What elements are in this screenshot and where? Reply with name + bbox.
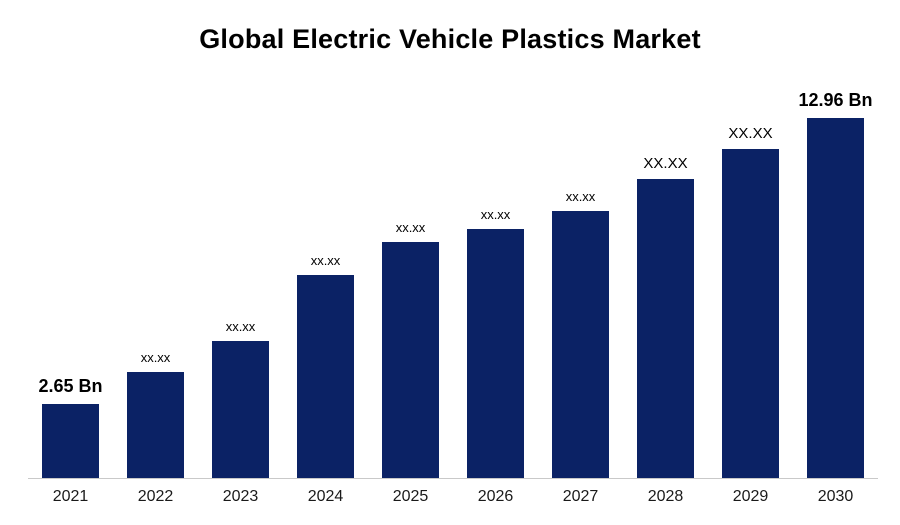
bar-value-label: 12.96 Bn: [798, 90, 873, 110]
bar-column: xx.xx: [113, 350, 198, 478]
x-axis-tick-label: 2030: [817, 488, 854, 505]
bar-column: XX.XX: [623, 155, 708, 478]
plot-area: 2.65 Bn xx.xx xx.xx xx.xx xx.xx xx.xx xx.xx XX.…: [28, 82, 878, 506]
chart-title: Global Electric Vehicle Plastics Market: [199, 24, 701, 54]
x-axis-tick-label: 2029: [732, 488, 769, 505]
bar: [807, 118, 864, 478]
x-axis-tick-label: 2026: [477, 488, 514, 505]
bar-column: xx.xx: [368, 220, 453, 478]
bar-value-label: xx.xx: [225, 318, 256, 334]
x-axis-tick-label: 2021: [52, 488, 89, 505]
bar-column: 12.96 Bn: [793, 90, 878, 478]
bar-value-label: XX.XX: [643, 155, 688, 173]
bar-value-label: xx.xx: [310, 253, 341, 269]
bar: [212, 340, 269, 478]
bar-value-label: XX.XX: [728, 124, 773, 142]
x-axis-tick-label: 2024: [307, 488, 344, 505]
bar: [552, 211, 609, 478]
x-axis-tick-label: 2022: [137, 488, 174, 505]
bar-column: xx.xx: [283, 253, 368, 478]
bar: [297, 275, 354, 478]
bar: [467, 229, 524, 478]
bar: [42, 404, 99, 478]
bar: [127, 372, 184, 478]
bar-column: XX.XX: [708, 125, 793, 478]
bar-value-label: xx.xx: [140, 350, 171, 366]
x-axis-tick-label: 2023: [222, 488, 259, 505]
bar: [722, 148, 779, 478]
bar: [382, 241, 439, 478]
x-axis-tick-label: 2025: [392, 488, 429, 505]
bar-column: xx.xx: [538, 189, 623, 478]
bar-column: 2.65 Bn: [28, 376, 113, 478]
bars-row: 2.65 Bn xx.xx xx.xx xx.xx xx.xx xx.xx xx.xx XX.…: [28, 82, 878, 479]
bar-value-label: 2.65 Bn: [38, 376, 103, 397]
x-axis-tick-label: 2028: [647, 488, 684, 505]
bar-value-label: xx.xx: [395, 219, 426, 235]
x-axis-tick-label: 2027: [562, 488, 599, 505]
x-axis: 2021 2022 2023 2024 2025 2026 2027 2028 2029 2030: [28, 488, 878, 506]
bar-value-label: xx.xx: [480, 207, 511, 223]
bar: [637, 179, 694, 478]
bar-column: xx.xx: [198, 318, 283, 478]
bar-value-label: xx.xx: [565, 189, 596, 205]
bar-column: xx.xx: [453, 207, 538, 478]
